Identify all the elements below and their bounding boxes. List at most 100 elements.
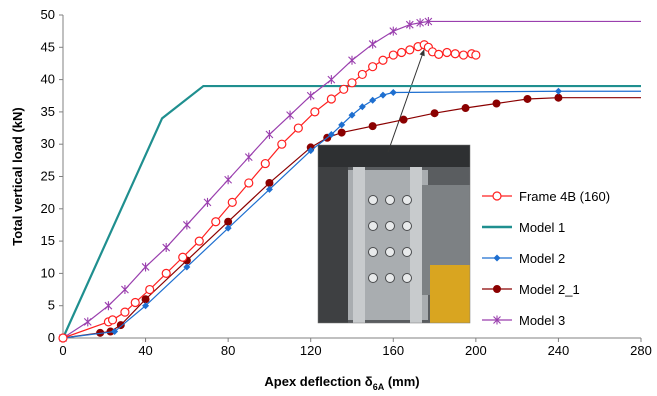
data-point xyxy=(430,109,439,118)
photo-bolt xyxy=(402,195,412,205)
data-point xyxy=(347,78,357,88)
axis-labels: Apex deflection δ6A (mm) Total vertical l… xyxy=(10,107,420,392)
photo-top-shadow xyxy=(318,145,470,167)
y-tick-label: 0 xyxy=(48,330,55,345)
data-point xyxy=(277,139,287,149)
y-tick-label: 5 xyxy=(48,298,55,313)
data-point xyxy=(83,317,92,327)
data-point xyxy=(399,115,408,124)
x-tick-label: 160 xyxy=(382,343,404,358)
data-point xyxy=(120,307,130,317)
legend-label: Model 3 xyxy=(519,313,565,328)
data-point xyxy=(194,236,204,246)
data-point xyxy=(227,197,237,207)
data-point xyxy=(348,55,356,65)
series-frame-4b-160- xyxy=(58,40,481,343)
photo-bolt xyxy=(402,221,412,231)
data-point xyxy=(389,26,398,36)
data-point xyxy=(141,262,150,272)
data-point xyxy=(260,158,270,169)
photo-border xyxy=(317,144,471,324)
data-point xyxy=(161,268,171,278)
data-point xyxy=(492,99,501,108)
data-point xyxy=(306,91,315,101)
legend-swatch-marker xyxy=(493,254,501,262)
data-point xyxy=(389,89,397,97)
x-tick-label: 80 xyxy=(221,343,235,358)
data-point xyxy=(368,62,378,72)
photo-bolt xyxy=(368,195,378,205)
photo-flange-left xyxy=(353,155,365,323)
x-tick-label: 40 xyxy=(138,343,152,358)
photo-bolt xyxy=(385,195,395,205)
data-point xyxy=(458,50,469,60)
data-point xyxy=(378,55,388,65)
data-point xyxy=(244,178,254,188)
legend-item: Model 2_1 xyxy=(482,282,580,297)
data-point xyxy=(405,45,415,55)
data-point xyxy=(111,328,119,336)
legend-label: Model 1 xyxy=(519,220,565,235)
data-point xyxy=(337,128,346,137)
y-tick-label: 10 xyxy=(41,265,55,280)
photo-bolt xyxy=(368,221,378,231)
photo-bolt xyxy=(368,247,378,257)
data-point xyxy=(104,301,113,311)
data-point xyxy=(130,297,140,308)
axes: 0 5 10 15 20 25 30 35 40 45 50 0 40 80 120 160 200 240 280 xyxy=(41,7,652,358)
series-model-3 xyxy=(59,16,641,343)
data-point xyxy=(554,87,562,95)
data-point xyxy=(554,93,563,102)
data-point xyxy=(224,217,233,226)
legend-swatch-marker xyxy=(493,315,501,325)
legend-item: Model 3 xyxy=(482,313,565,328)
photo-bolt xyxy=(385,247,395,257)
y-tick-label: 15 xyxy=(41,233,55,248)
data-point xyxy=(396,47,407,58)
data-point xyxy=(358,103,366,111)
series-model-2 xyxy=(59,87,641,342)
data-point xyxy=(203,197,212,207)
data-point xyxy=(265,185,273,193)
y-tick-label: 40 xyxy=(41,72,55,87)
data-point xyxy=(471,50,481,60)
data-point xyxy=(416,18,425,28)
photo-yellow-block xyxy=(430,265,470,323)
y-tick-label: 45 xyxy=(41,39,55,54)
data-point xyxy=(339,84,349,94)
photo-left-shadow xyxy=(318,145,348,323)
data-point xyxy=(326,94,336,104)
data-point xyxy=(523,94,532,103)
data-point xyxy=(461,104,470,113)
data-point xyxy=(369,96,377,104)
data-point xyxy=(121,285,129,295)
data-point xyxy=(224,224,232,232)
data-point xyxy=(293,123,303,133)
data-point xyxy=(327,131,335,139)
data-point xyxy=(307,147,315,155)
data-point xyxy=(338,121,346,129)
data-point xyxy=(388,50,398,60)
data-point xyxy=(107,315,118,325)
legend-swatch-marker xyxy=(493,285,501,293)
data-point xyxy=(58,333,68,343)
data-point xyxy=(265,130,274,140)
series-model-1 xyxy=(61,84,641,339)
inset-photograph xyxy=(317,49,471,324)
legend-label: Frame 4B (160) xyxy=(519,189,610,204)
data-point xyxy=(145,284,155,295)
inset-arrow-head xyxy=(419,49,425,57)
photo-bolt xyxy=(368,273,378,283)
data-point xyxy=(327,75,336,85)
legend-label: Model 2 xyxy=(519,251,565,266)
data-point xyxy=(286,110,294,120)
x-tick-label: 280 xyxy=(630,343,652,358)
data-point xyxy=(224,175,233,185)
data-point xyxy=(379,91,387,99)
data-point xyxy=(310,107,320,117)
data-point xyxy=(368,122,377,131)
photo-bolt xyxy=(402,273,412,283)
data-point xyxy=(244,152,253,162)
data-point xyxy=(405,20,414,30)
